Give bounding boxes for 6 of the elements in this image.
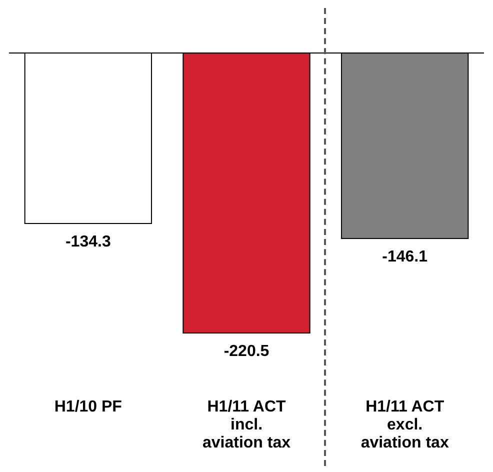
- data-label: -146.1: [382, 248, 428, 266]
- x-tick-label: H1/11 ACT incl. aviation tax: [202, 398, 291, 452]
- x-tick-label: H1/10 PF: [54, 398, 122, 416]
- data-label: -134.3: [65, 234, 111, 251]
- data-label: -220.5: [224, 343, 270, 360]
- x-tick-label: H1/11 ACT excl. aviation tax: [360, 398, 449, 452]
